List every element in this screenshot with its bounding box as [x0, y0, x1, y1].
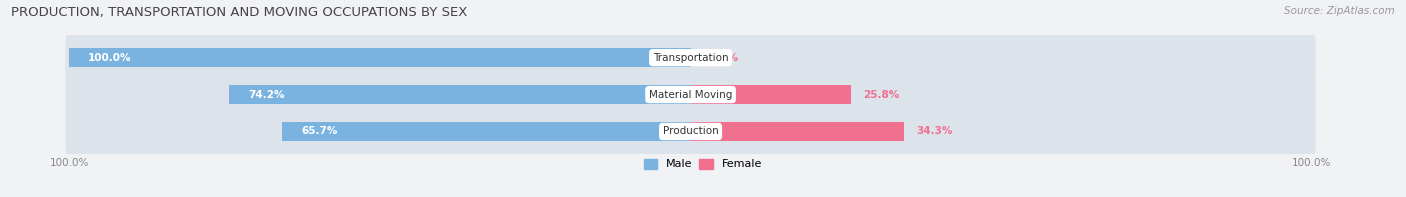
Legend: Male, Female: Male, Female — [644, 159, 762, 169]
FancyBboxPatch shape — [66, 107, 1316, 156]
Bar — [229, 85, 690, 104]
Text: 0.0%: 0.0% — [709, 53, 738, 63]
Text: 65.7%: 65.7% — [301, 126, 337, 137]
Bar — [690, 85, 851, 104]
Text: Material Moving: Material Moving — [650, 90, 733, 99]
Text: Source: ZipAtlas.com: Source: ZipAtlas.com — [1284, 6, 1395, 16]
Text: PRODUCTION, TRANSPORTATION AND MOVING OCCUPATIONS BY SEX: PRODUCTION, TRANSPORTATION AND MOVING OC… — [11, 6, 468, 19]
Text: Production: Production — [662, 126, 718, 137]
FancyBboxPatch shape — [66, 33, 1316, 82]
Text: 34.3%: 34.3% — [917, 126, 952, 137]
FancyBboxPatch shape — [66, 70, 1316, 119]
Text: Transportation: Transportation — [652, 53, 728, 63]
Bar — [283, 122, 690, 141]
Text: 100.0%: 100.0% — [87, 53, 131, 63]
Text: 74.2%: 74.2% — [247, 90, 284, 99]
Text: 25.8%: 25.8% — [863, 90, 900, 99]
Bar — [69, 48, 690, 67]
Bar — [690, 122, 904, 141]
